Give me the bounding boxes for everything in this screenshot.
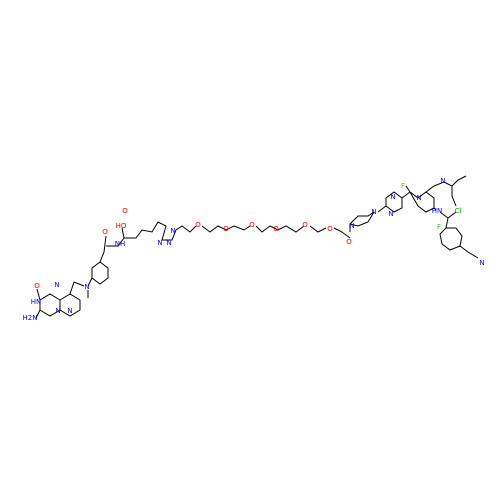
atom-label: O: [122, 207, 128, 215]
atom-label: HO: [116, 222, 127, 230]
atom-label: O: [34, 282, 40, 290]
atom-label: N: [349, 222, 354, 230]
atom-label: HN: [31, 298, 42, 306]
atom-label: N: [166, 239, 171, 247]
atom-label: O: [327, 225, 333, 233]
atom-label: NH: [115, 240, 126, 248]
atom-label: O: [195, 221, 201, 229]
atom-label: N: [67, 307, 72, 315]
atom-label: N: [388, 210, 393, 218]
atom-label: N: [416, 194, 421, 202]
atom-label: N: [84, 283, 89, 291]
atom-label: O: [302, 221, 308, 229]
atom-label: N: [371, 208, 376, 216]
atom-label: N: [54, 281, 59, 289]
atom-label: H2N: [23, 314, 38, 322]
atom-label: N: [55, 307, 60, 315]
atom-labels: O N HN N H2N N N O NH HO O N N N O O O O…: [23, 177, 485, 322]
atom-label: Cl: [455, 207, 462, 215]
atom-label: O: [249, 221, 255, 229]
atom-label: N: [479, 259, 484, 267]
atom-label: O: [273, 225, 279, 233]
atom-label: O: [346, 238, 352, 246]
atom-label: N: [170, 227, 175, 235]
bonds: [35, 175, 479, 319]
atom-label: F: [437, 223, 441, 231]
atom-label: O: [223, 225, 229, 233]
atom-label: O: [102, 228, 108, 236]
atom-label: N: [157, 239, 162, 247]
atom-label: N: [440, 177, 445, 185]
atom-label: F: [401, 182, 405, 190]
atom-label: HN: [432, 207, 443, 215]
atom-label: N: [390, 193, 395, 201]
